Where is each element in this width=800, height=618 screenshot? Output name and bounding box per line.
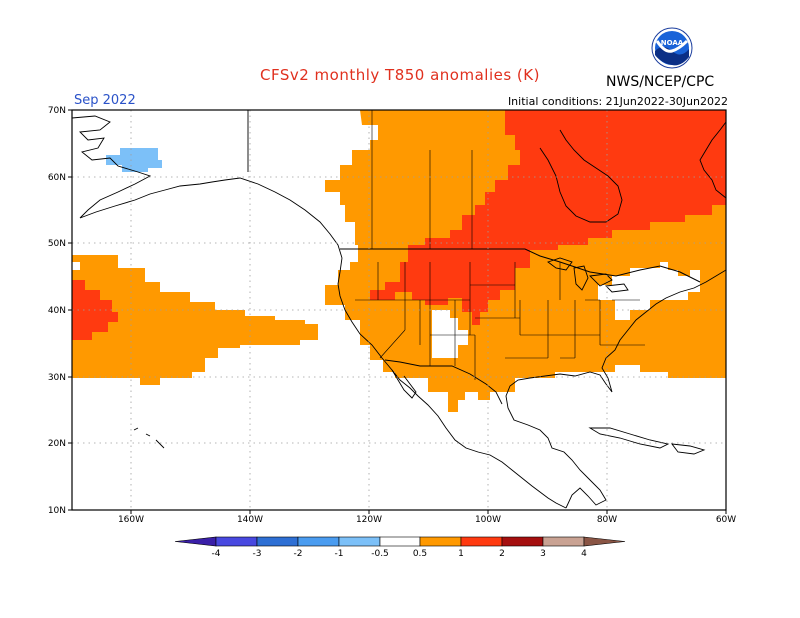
hudson-bay [539,129,623,223]
legend-swatch [501,536,544,547]
anomaly-fields [72,110,726,412]
coastline-labrador [699,121,726,199]
us-state-lines [355,262,645,380]
legend-swatch [460,536,503,547]
legend-labels: -4 -3 -2 -1 -0.5 0.5 1 2 3 4 [212,549,588,559]
anomaly-neutral-northeast [598,262,700,320]
legend-label: 0.5 [413,549,427,559]
lat-labels: 70N 60N 50N 40N 30N 20N 10N [48,106,66,516]
legend-swatch [297,536,340,547]
lat-label: 40N [48,306,66,316]
legend-swatch [542,536,585,547]
lon-label: 80W [597,515,617,525]
cuba [588,427,670,449]
lon-label: 160W [118,515,144,525]
canada-provinces [371,110,473,249]
lat-label: 70N [48,106,66,116]
coastline-west [337,257,567,509]
legend-arrow-high [583,536,626,547]
agency-label: NWS/NCEP/CPC [606,74,715,90]
lat-label: 50N [48,239,66,249]
legend-label: -2 [294,549,303,559]
baja-california [391,369,417,399]
coastline-gulf [505,269,726,509]
legend-label: 2 [499,549,505,559]
legend-swatch [338,536,381,547]
lon-label: 120W [356,515,382,525]
anomaly-neutral-west [432,310,468,358]
anomaly-orange-pacific [72,255,318,385]
legend-swatch [215,536,258,547]
anomaly-neutral-pacific [72,262,80,270]
legend-label: 3 [540,549,546,559]
legend-swatch [379,536,421,547]
hawaii [133,427,165,449]
svg-text:NOAA: NOAA [661,39,684,47]
noaa-logo-icon: NOAA [651,27,693,69]
legend-label: -1 [335,549,344,559]
legend-label: 1 [458,549,464,559]
color-legend [174,536,626,547]
coastline-alaska [72,115,343,259]
map-outlines [72,110,726,509]
us-mexico-border [384,359,503,405]
lon-labels: 160W 140W 120W 100W 80W 60W [118,515,736,525]
legend-label: -3 [253,549,262,559]
lat-label: 10N [48,506,66,516]
initial-conditions: Initial conditions: 21Jun2022-30Jun2022 [507,95,728,108]
map-title: CFSv2 monthly T850 anomalies (K) [260,66,540,84]
great-lakes [547,257,629,293]
legend-swatch [419,536,462,547]
lat-ticks [68,109,727,514]
legend-arrow-low [174,536,217,547]
legend-swatch [256,536,299,547]
legend-label: -0.5 [371,549,389,559]
hispaniola [671,443,706,455]
lat-label: 20N [48,439,66,449]
anomaly-red-canada [370,110,726,325]
anomaly-blue-siberia [106,148,162,172]
lat-label: 30N [48,373,66,383]
forecast-month: Sep 2022 [74,93,136,108]
legend-label: 4 [581,549,587,559]
lat-label: 60N [48,173,66,183]
lon-label: 60W [716,515,736,525]
lon-label: 140W [237,515,263,525]
us-canada-border [340,248,701,283]
legend-label: -4 [212,549,221,559]
grid-lines [72,110,726,510]
lon-label: 100W [475,515,501,525]
